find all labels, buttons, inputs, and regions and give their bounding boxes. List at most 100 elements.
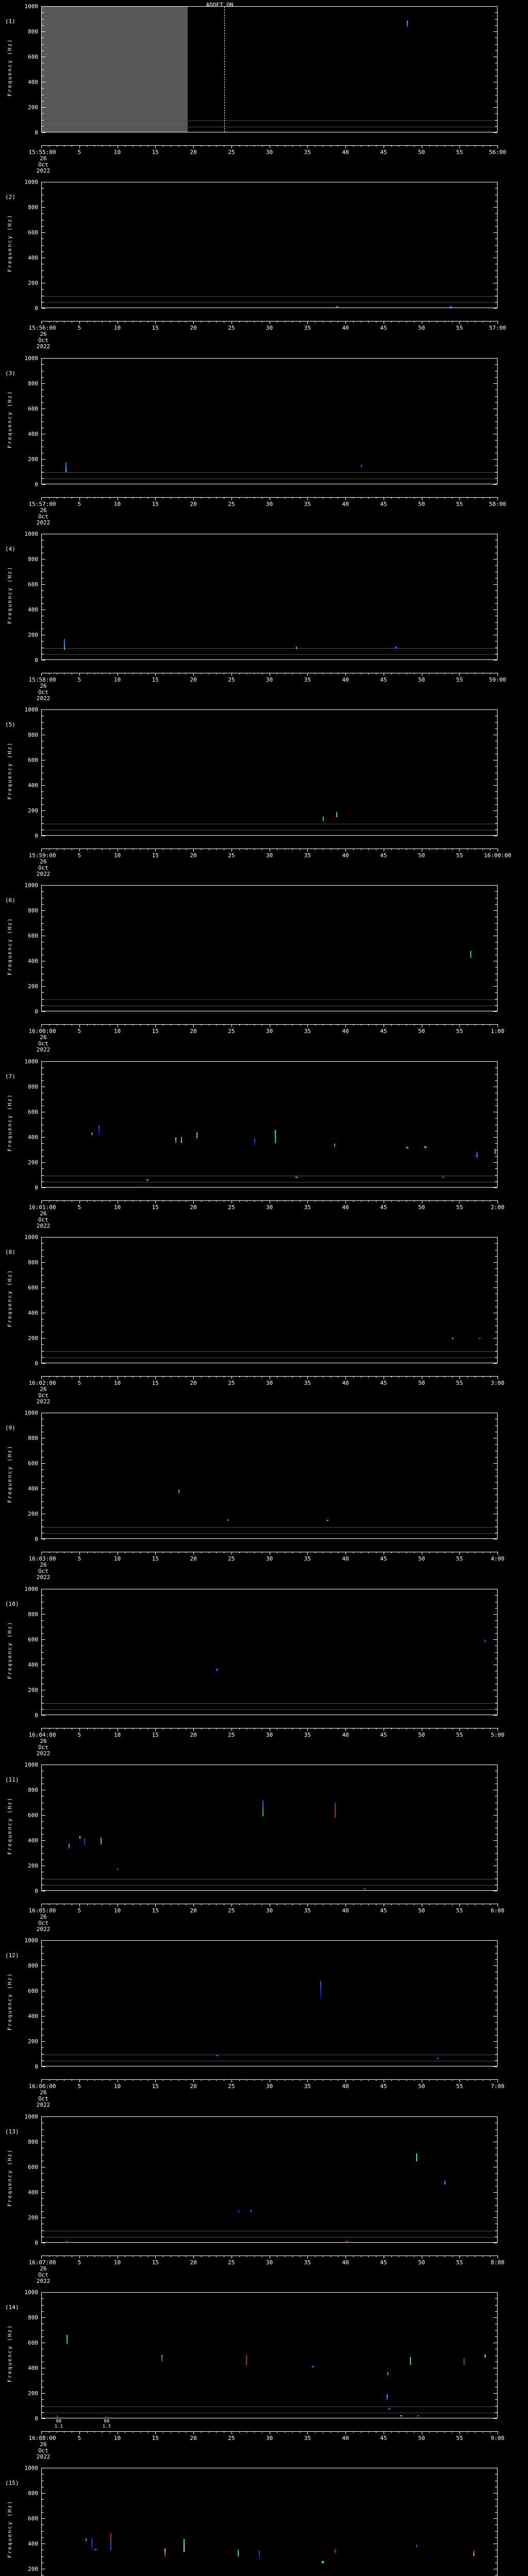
- y-tick-label: 400: [28, 2189, 38, 2196]
- x-tick: [79, 321, 80, 324]
- panel-index-label: (6): [5, 897, 15, 904]
- y-tick-right: [495, 1005, 497, 1006]
- x-tick-label: 40: [342, 1380, 349, 1386]
- y-tick-right: [493, 2041, 497, 2042]
- y-tick: [42, 2041, 45, 2042]
- x-tick: [467, 1200, 468, 1202]
- x-tick: [467, 2431, 468, 2433]
- x-tick: [315, 2079, 316, 2081]
- plot-area: [41, 534, 498, 660]
- x-tick: [155, 1904, 156, 1907]
- x-tick: [201, 1376, 202, 1378]
- hum-gridline-100hz: [42, 1527, 497, 1528]
- y-tick-right: [495, 421, 497, 422]
- event-streak: [56, 2415, 58, 2418]
- y-tick: [42, 1237, 45, 1238]
- y-tick-right: [495, 1357, 497, 1358]
- date-line: Oct: [38, 1216, 48, 1223]
- event-streak: [183, 2539, 185, 2552]
- y-tick: [42, 132, 45, 133]
- y-tick-right: [495, 1067, 497, 1069]
- x-tick: [87, 673, 88, 674]
- x-tick: [467, 1728, 468, 1730]
- y-tick-right: [495, 213, 497, 214]
- event-annotation-id: 80: [56, 2419, 62, 2424]
- x-tick: [193, 2431, 194, 2434]
- x-tick: [155, 1728, 156, 1731]
- y-tick-right: [493, 559, 497, 560]
- y-tick-right: [495, 389, 497, 391]
- x-start-time-label: 16:03:00: [28, 1555, 56, 1562]
- y-tick-label: 0: [35, 1008, 38, 1015]
- x-tick: [391, 1024, 392, 1026]
- x-end-time-label: 1:00: [490, 1028, 505, 1035]
- x-tick-label: 5: [77, 1732, 81, 1738]
- y-tick: [42, 1840, 45, 1841]
- y-tick: [42, 1488, 45, 1489]
- y-tick: [42, 2304, 44, 2306]
- y-tick-right: [493, 107, 497, 108]
- x-tick-label: 5: [77, 2259, 81, 2266]
- y-tick-right: [495, 829, 497, 830]
- date-line: 2022: [36, 167, 51, 174]
- x-tick: [41, 321, 42, 324]
- y-tick: [42, 1156, 44, 1157]
- x-tick-label: 50: [418, 2259, 425, 2266]
- x-tick-label: 45: [380, 2259, 387, 2266]
- x-tick: [444, 1552, 445, 1553]
- y-tick: [42, 1067, 44, 1069]
- x-tick: [254, 497, 255, 499]
- x-tick: [292, 849, 293, 850]
- x-tick: [459, 849, 460, 852]
- y-tick-label: 800: [28, 2314, 38, 2321]
- x-tick: [155, 673, 156, 676]
- x-tick: [391, 1728, 392, 1730]
- y-tick-right: [495, 1777, 497, 1778]
- x-tick: [155, 1024, 156, 1027]
- x-tick: [79, 849, 80, 852]
- y-tick: [42, 308, 45, 309]
- x-tick-label: 50: [418, 852, 425, 859]
- y-tick-label: 600: [28, 229, 38, 236]
- y-tick: [42, 19, 44, 20]
- x-tick: [353, 321, 354, 323]
- y-tick: [42, 1287, 45, 1288]
- x-tick: [140, 673, 141, 674]
- event-annotation-mag: 1.3: [102, 2424, 111, 2429]
- x-tick: [307, 2431, 308, 2434]
- y-tick: [42, 1181, 44, 1182]
- x-tick: [429, 2431, 430, 2433]
- x-tick-label: 45: [380, 852, 387, 859]
- y-tick: [42, 603, 44, 604]
- x-tick: [452, 1904, 453, 1905]
- x-tick: [444, 1904, 445, 1905]
- x-tick: [307, 1376, 308, 1379]
- event-streak: [181, 1136, 183, 1143]
- y-tick-label: 400: [28, 1134, 38, 1141]
- y-tick-right: [493, 308, 497, 309]
- event-streak: [476, 1152, 477, 1157]
- y-tick-right: [495, 967, 497, 968]
- x-tick: [300, 2431, 301, 2433]
- x-tick-label: 35: [304, 1907, 311, 1914]
- y-tick-label: 1000: [24, 531, 39, 537]
- y-tick-right: [495, 1243, 497, 1244]
- x-tick-label: 25: [228, 1028, 235, 1035]
- x-tick-label: 25: [228, 1907, 235, 1914]
- x-tick: [216, 849, 217, 850]
- y-tick: [42, 1476, 44, 1477]
- x-tick: [391, 849, 392, 850]
- y-tick: [42, 12, 44, 13]
- x-tick: [444, 849, 445, 850]
- date-line: Oct: [38, 1392, 48, 1399]
- x-tick: [41, 2079, 42, 2082]
- date-line: 26: [40, 2089, 47, 2096]
- x-tick: [216, 1728, 217, 1730]
- x-tick: [300, 145, 301, 147]
- x-tick: [102, 1200, 103, 1202]
- x-tick-label: 30: [266, 1907, 273, 1914]
- x-tick-label: 55: [456, 2083, 463, 2090]
- y-tick-right: [495, 590, 497, 591]
- y-tick-right: [493, 459, 497, 460]
- y-tick: [42, 251, 44, 252]
